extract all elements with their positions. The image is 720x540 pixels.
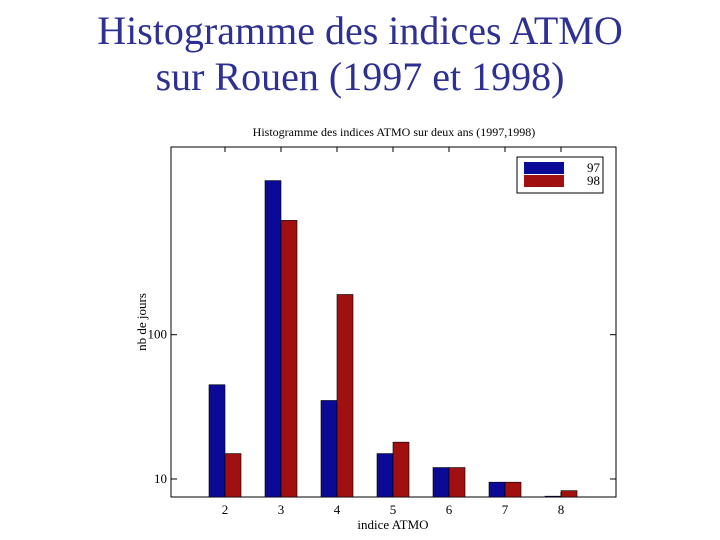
y-tick-label-100: 100 bbox=[148, 327, 168, 342]
bar-98-6 bbox=[448, 467, 466, 498]
x-tick-label-8: 8 bbox=[558, 502, 565, 517]
y-axis-label: nb de jours bbox=[134, 293, 149, 351]
bar-97-6 bbox=[432, 467, 450, 498]
bar-98-7 bbox=[504, 481, 522, 498]
slide-title-line-2: sur Rouen (1997 et 1998) bbox=[155, 54, 565, 99]
bars-layer bbox=[208, 180, 578, 498]
x-tick-label-3: 3 bbox=[278, 502, 285, 517]
x-tick-label-6: 6 bbox=[446, 502, 453, 517]
x-tick-label-5: 5 bbox=[390, 502, 397, 517]
legend-label-97: 97 bbox=[587, 160, 601, 175]
legend-swatch-97 bbox=[524, 162, 564, 174]
bar-97-2 bbox=[208, 384, 226, 498]
legend-label-98: 98 bbox=[587, 173, 600, 188]
chart-title: Histogramme des indices ATMO sur deux an… bbox=[253, 125, 536, 139]
bar-98-4 bbox=[336, 294, 354, 498]
bar-98-3 bbox=[280, 220, 298, 498]
bar-97-3 bbox=[264, 180, 282, 498]
bar-97-4 bbox=[320, 400, 338, 498]
x-tick-label-2: 2 bbox=[222, 502, 229, 517]
x-tick-label-4: 4 bbox=[334, 502, 341, 517]
legend-swatch-98 bbox=[524, 175, 564, 187]
slide-title-line-1: Histogramme des indices ATMO bbox=[97, 8, 623, 53]
bar-97-8 bbox=[544, 495, 562, 498]
bar-98-8 bbox=[560, 490, 578, 498]
bar-97-5 bbox=[376, 453, 394, 498]
x-axis-label: indice ATMO bbox=[357, 517, 428, 532]
bar-97-7 bbox=[488, 481, 506, 498]
slide-title: Histogramme des indices ATMO sur Rouen (… bbox=[0, 8, 720, 100]
bar-98-2 bbox=[224, 453, 242, 498]
ticks-layer: 2 3 4 5 6 7 8 10 100 bbox=[148, 147, 616, 517]
x-tick-label-7: 7 bbox=[502, 502, 509, 517]
y-tick-label-10: 10 bbox=[154, 471, 167, 486]
bar-98-5 bbox=[392, 441, 410, 498]
